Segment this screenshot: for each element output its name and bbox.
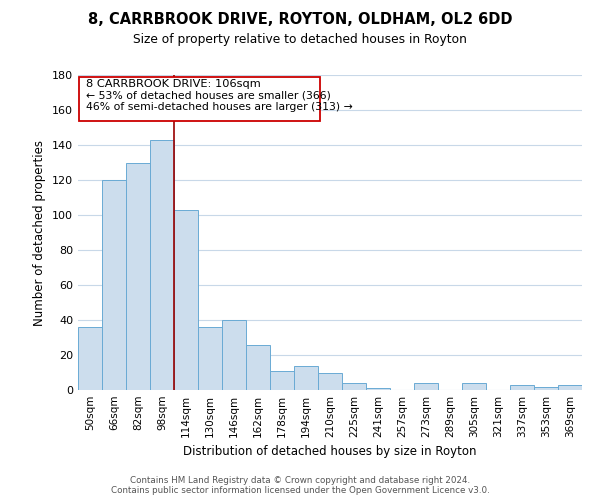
Bar <box>294 366 318 390</box>
Bar <box>126 162 150 390</box>
Bar <box>366 388 390 390</box>
Text: 8, CARRBROOK DRIVE, ROYTON, OLDHAM, OL2 6DD: 8, CARRBROOK DRIVE, ROYTON, OLDHAM, OL2 … <box>88 12 512 28</box>
Bar <box>198 327 222 390</box>
Bar <box>318 372 342 390</box>
Bar <box>414 383 438 390</box>
Bar <box>102 180 126 390</box>
Bar <box>222 320 246 390</box>
Bar <box>78 327 102 390</box>
Y-axis label: Number of detached properties: Number of detached properties <box>34 140 46 326</box>
Bar <box>462 383 486 390</box>
Text: 8 CARRBROOK DRIVE: 106sqm: 8 CARRBROOK DRIVE: 106sqm <box>86 80 261 90</box>
Bar <box>270 371 294 390</box>
Text: ← 53% of detached houses are smaller (366): ← 53% of detached houses are smaller (36… <box>86 91 331 101</box>
Bar <box>510 385 534 390</box>
Bar <box>534 386 558 390</box>
Text: 46% of semi-detached houses are larger (313) →: 46% of semi-detached houses are larger (… <box>86 102 353 112</box>
Bar <box>174 210 198 390</box>
Bar <box>79 76 320 120</box>
Text: Size of property relative to detached houses in Royton: Size of property relative to detached ho… <box>133 32 467 46</box>
Bar <box>246 344 270 390</box>
Bar <box>150 140 174 390</box>
X-axis label: Distribution of detached houses by size in Royton: Distribution of detached houses by size … <box>183 446 477 458</box>
Bar <box>342 383 366 390</box>
Bar <box>558 385 582 390</box>
Text: Contains HM Land Registry data © Crown copyright and database right 2024.
Contai: Contains HM Land Registry data © Crown c… <box>110 476 490 495</box>
